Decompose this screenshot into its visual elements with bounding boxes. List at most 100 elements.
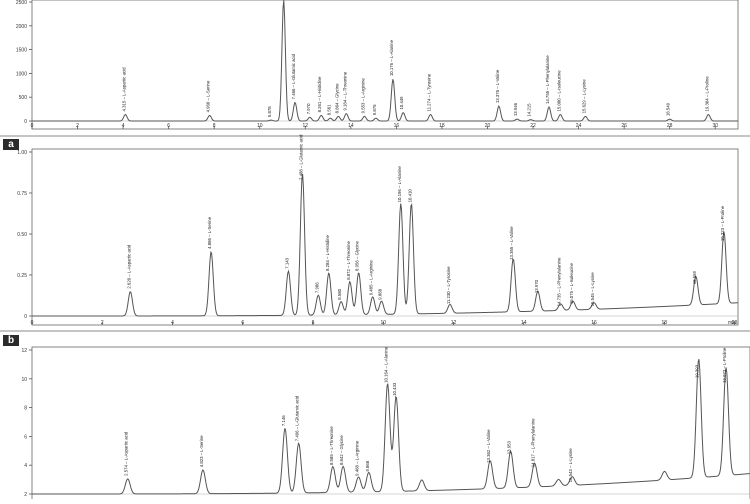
x-tick-label: 14 <box>521 320 527 326</box>
peak-label: 9.868 <box>365 460 370 471</box>
peak-label: 4.886 – L-Serine <box>207 216 212 248</box>
peak-label: 19.973 – L-Proline <box>722 347 727 383</box>
peak-label: 7.970 <box>306 103 311 114</box>
peak-label: 15.080 – L-Isoleucine <box>556 70 561 112</box>
peak-label: 15.629 – L-Lysine <box>581 79 586 114</box>
x-tick-label: 0 <box>31 123 34 129</box>
y-tick-label: 0.75 <box>17 191 27 197</box>
y-tick-label: 0.25 <box>17 273 27 279</box>
x-tick-label: 16 <box>591 320 597 326</box>
panel-tag-a: a <box>3 139 19 150</box>
peak-label: 15.545 – L-Lysine <box>590 272 595 307</box>
peak-label: 5.878 <box>267 106 272 117</box>
peak-label: 15.543 – L-Lysine <box>568 448 573 483</box>
peak-label: 13.946 <box>513 102 518 116</box>
y-tick-label: 0 <box>24 119 27 125</box>
peak-label: 9.468 – L-Arginine <box>355 440 360 476</box>
y-tick-label: 12 <box>21 348 27 354</box>
chromatogram-trace <box>32 359 750 494</box>
y-tick-label: 6 <box>24 434 27 440</box>
peak-label: 8.561 <box>326 104 331 115</box>
peak-label: 14.215 <box>527 103 532 117</box>
peak-label: 15.075 – L-Isoleucine <box>569 262 574 304</box>
x-tick-label: 16 <box>394 123 400 129</box>
y-tick-label: 1500 <box>16 48 27 54</box>
peak-label: 11.274 – L-Tyrosine <box>427 73 432 111</box>
x-tick-label: 12 <box>451 320 457 326</box>
peak-label: 7.986 <box>314 282 319 293</box>
peak-label: 8.585 – L-Threonine <box>329 426 334 465</box>
plot-frame <box>32 0 738 129</box>
chromatogram-trace <box>32 174 738 316</box>
y-tick-label: 1000 <box>16 71 27 77</box>
peak-label: 4.823 – L-Serine <box>199 435 204 467</box>
peak-label: 8.842 – Glycine <box>339 435 344 465</box>
peak-label: 13.953 <box>507 440 512 454</box>
x-tick-label: 0 <box>31 320 34 326</box>
peak-label: 13.970 <box>534 279 539 293</box>
peak-label: 10.410 <box>407 189 412 203</box>
x-tick-label: 22 <box>530 123 536 129</box>
peak-label: 19.393 <box>695 364 700 378</box>
peak-label: 9.876 <box>372 104 377 115</box>
y-tick-label: 0.50 <box>17 232 27 238</box>
x-tick-label: 18 <box>661 320 667 326</box>
y-tick-label: 2000 <box>16 24 27 30</box>
peak-label: 8.580 <box>337 288 342 299</box>
x-tick-label: 6 <box>241 320 244 326</box>
peak-label: 14.755 – L-Phenylalanine <box>545 55 550 104</box>
peak-label: 7.146 <box>281 415 286 426</box>
peak-label: 2.574 – L-Aspartic acid <box>124 431 129 476</box>
panel-tag-b: b <box>3 335 19 346</box>
x-tick-label: 4 <box>122 123 125 129</box>
peak-label: 13.376 – L-Valine <box>495 69 500 103</box>
y-tick-label: 10 <box>21 377 27 383</box>
peak-label: 8.284 – L-Histidine <box>325 235 330 271</box>
x-tick-label: 10 <box>380 320 386 326</box>
peak-label: 8.261 – L-Histidine <box>317 76 322 112</box>
peak-label: 7.496 – L-Glutamic acid <box>295 395 300 441</box>
peak-label: 9.184 – L-Threonine <box>342 71 347 110</box>
x-tick-label: 10 <box>257 123 263 129</box>
y-tick-label: 2 <box>24 492 27 498</box>
x-tick-label: 12 <box>303 123 309 129</box>
peak-label: 14.735 – L-Phenylalanine <box>557 257 562 306</box>
peak-label: 19.304 – L-Proline <box>704 76 709 112</box>
peak-label: 18.559 <box>692 270 697 284</box>
y-tick-label: 1.00 <box>17 150 27 156</box>
x-tick-label: 14 <box>348 123 354 129</box>
peak-label: 10.433 <box>392 382 397 396</box>
x-tick-label: 2 <box>76 123 79 129</box>
x-tick-label: 4 <box>171 320 174 326</box>
peak-label: 18.549 <box>666 102 671 116</box>
x-tick-label: 6 <box>167 123 170 129</box>
peak-label: 10.176 – L-Alanine <box>389 39 394 76</box>
peak-label: 14.817 – L-Phenylalanine <box>531 418 536 467</box>
peak-label: 7.143 <box>284 257 289 268</box>
y-tick-label: 2500 <box>16 0 27 6</box>
x-tick-label: 26 <box>621 123 627 129</box>
peak-label: 4.960 – L-Serine <box>206 80 211 112</box>
peak-label: 7.488 – L-Glutamic acid <box>298 134 303 180</box>
x-tick-label: 20 <box>485 123 491 129</box>
peak-label: 10.164 – L-Alanine <box>384 346 389 383</box>
y-tick-label: 8 <box>24 406 27 412</box>
peak-label: 8.872 – L-Threonine <box>346 240 351 279</box>
plot-frame <box>32 347 750 499</box>
x-tick-label: 28 <box>667 123 673 129</box>
x-unit-label: min <box>728 320 736 326</box>
peak-label: 2.620 – L-Aspartic acid <box>126 244 131 289</box>
x-tick-label: 2 <box>101 320 104 326</box>
peak-label: 10.196 – L-Alanine <box>397 166 402 203</box>
peak-label: 13.362 – L-Valine <box>486 429 491 463</box>
peak-label: 9.485 – L-Arginine <box>369 260 374 296</box>
peak-label: 19.323 – L-Proline <box>720 205 725 241</box>
peak-label: 13.355 – L-Valine <box>509 226 514 260</box>
x-tick-label: 18 <box>439 123 445 129</box>
x-tick-label: 8 <box>213 123 216 129</box>
peak-label: 8.956 – Glycine <box>355 240 360 270</box>
peak-label: 11.230 – L-Tyrosine <box>446 266 451 304</box>
